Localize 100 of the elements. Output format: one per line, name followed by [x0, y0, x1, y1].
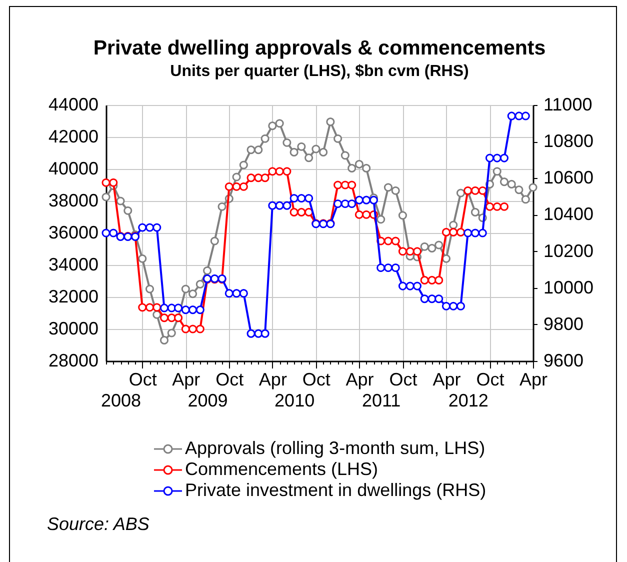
y2-tick-label: 9800 [544, 314, 584, 334]
point [167, 314, 176, 322]
point [297, 208, 306, 216]
point [224, 182, 234, 191]
x2-tick-label: 2010 [274, 390, 315, 410]
point [428, 244, 436, 252]
y-tick-label: 42000 [48, 126, 98, 146]
point [319, 148, 328, 156]
y-tick-label: 36000 [48, 222, 98, 242]
point [260, 174, 270, 182]
point [210, 236, 219, 246]
point [354, 210, 364, 219]
point [384, 236, 392, 246]
x-tick-label: Apr [432, 370, 461, 390]
point [196, 324, 204, 334]
point [145, 303, 154, 312]
legend-label: Commencements (LHS) [185, 459, 378, 479]
point [391, 236, 400, 246]
point [528, 183, 538, 192]
point [470, 208, 480, 216]
point [420, 294, 429, 304]
point [507, 112, 516, 120]
point [398, 282, 407, 290]
point [167, 328, 176, 338]
point [470, 228, 480, 238]
point [334, 199, 342, 208]
point [145, 223, 154, 232]
point [398, 247, 407, 256]
point [297, 194, 306, 203]
point [268, 122, 277, 130]
x-tick-label: Apr [172, 370, 200, 390]
point [138, 223, 147, 232]
y-tick-label: 32000 [48, 286, 98, 306]
point [160, 314, 169, 322]
point [514, 186, 524, 194]
point [260, 134, 270, 143]
y-tick-label: 40000 [48, 158, 98, 178]
point [102, 192, 110, 202]
point [492, 154, 502, 162]
point [239, 182, 248, 191]
point [297, 142, 306, 151]
point [348, 199, 356, 208]
point [254, 146, 263, 154]
point [485, 202, 494, 211]
point [362, 164, 371, 172]
point [160, 336, 169, 344]
y-tick-label: 28000 [48, 350, 98, 370]
point [348, 164, 356, 172]
point [470, 186, 480, 195]
point [239, 160, 248, 170]
point [449, 302, 458, 310]
x-tick-label: Oct [216, 370, 244, 390]
point [334, 180, 342, 190]
y2-tick-label: 10600 [544, 168, 594, 188]
point [304, 208, 314, 216]
point [160, 304, 169, 312]
point [282, 201, 292, 210]
point [275, 167, 284, 176]
y2-tick-label: 10200 [544, 240, 594, 261]
point [304, 194, 314, 203]
point [376, 215, 386, 224]
point [449, 228, 458, 236]
y2-tick-label: 10800 [544, 131, 594, 152]
point [507, 180, 516, 188]
point [196, 280, 204, 288]
point [428, 276, 436, 284]
point [456, 188, 466, 198]
point [304, 154, 314, 162]
point [202, 266, 212, 275]
point [290, 194, 298, 203]
point [500, 202, 509, 211]
y2-tick-label: 11000 [544, 94, 592, 114]
x-tick-label: Oct [476, 370, 504, 390]
point [174, 304, 183, 312]
point [116, 196, 125, 206]
point [124, 206, 132, 215]
point [406, 247, 414, 256]
legend-label: Approvals (rolling 3-month sum, LHS) [185, 438, 486, 458]
point [384, 183, 392, 192]
y2-tick-label: 10400 [544, 204, 594, 224]
point [412, 247, 422, 256]
point [406, 282, 414, 290]
point [181, 284, 190, 294]
x2-tick-label: 2012 [448, 390, 488, 410]
point [188, 306, 198, 314]
point [260, 329, 270, 338]
point [391, 263, 400, 272]
x-tick-label: Apr [519, 370, 548, 390]
point [246, 329, 256, 338]
point [442, 254, 451, 263]
point [384, 263, 392, 272]
point [246, 146, 256, 154]
point [391, 186, 400, 195]
point [521, 112, 530, 120]
point [282, 138, 292, 147]
point [434, 276, 444, 284]
point [196, 306, 204, 314]
point [478, 228, 487, 238]
point [102, 228, 110, 238]
point [500, 154, 509, 162]
